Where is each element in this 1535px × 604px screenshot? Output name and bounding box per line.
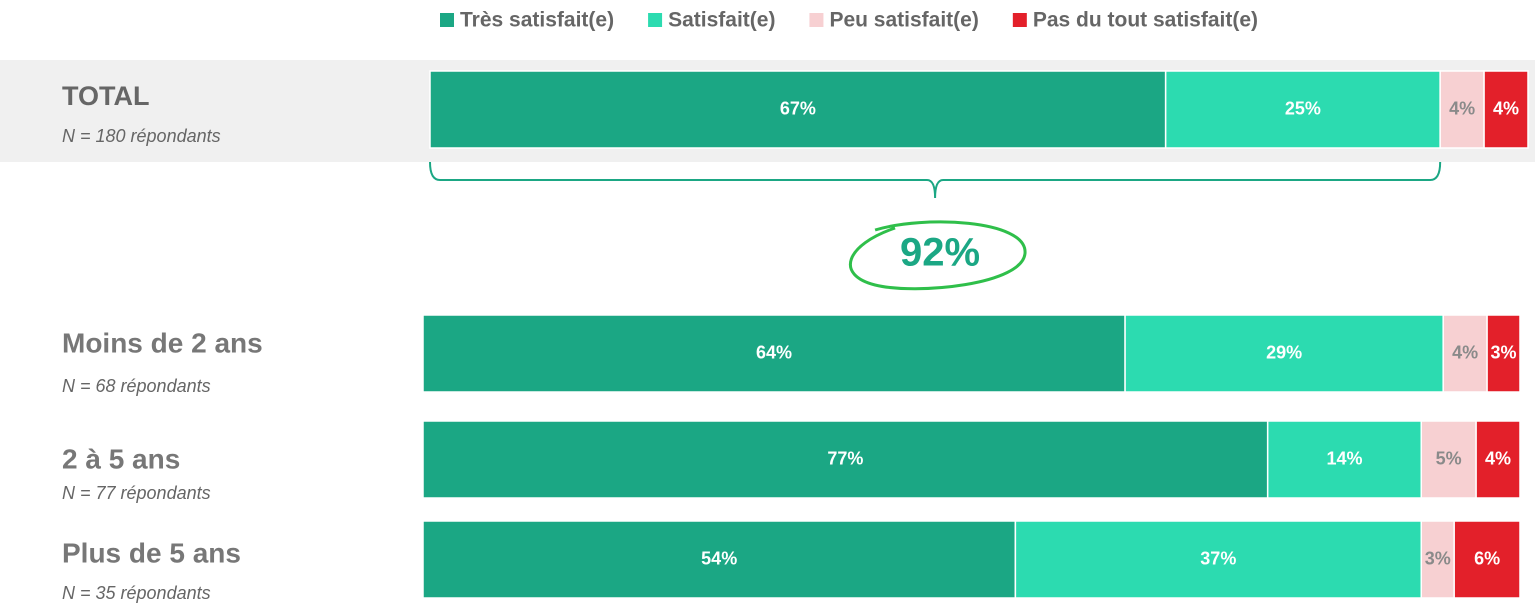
bar-segment (422, 520, 1017, 599)
bar-segment (1124, 314, 1444, 393)
bar-segment (1164, 70, 1441, 149)
legend-swatch (648, 13, 663, 27)
value-label: 4% (1485, 448, 1511, 468)
bar-segment (422, 314, 1126, 393)
bar-segment (1266, 420, 1423, 499)
category-note: N = 180 répondants (62, 126, 221, 146)
value-label: 54% (701, 548, 737, 568)
legend-label: Peu satisfait(e) (829, 9, 978, 32)
value-label: 5% (1436, 448, 1462, 468)
value-label: 3% (1491, 342, 1517, 362)
legend-swatch (440, 13, 454, 27)
bar-segment (1014, 520, 1423, 599)
value-label: 4% (1452, 342, 1478, 362)
value-label: 29% (1266, 342, 1302, 362)
category-label: Plus de 5 ans (62, 537, 241, 568)
value-label: 6% (1474, 548, 1500, 568)
category-label: TOTAL (62, 81, 150, 111)
value-label: 14% (1326, 448, 1362, 468)
legend-label: Très satisfait(e) (460, 9, 614, 32)
bar-segment (1420, 520, 1455, 599)
category-note: N = 35 répondants (62, 583, 211, 603)
bar-segment (1483, 70, 1529, 149)
brace (429, 161, 1442, 199)
legend-label: Pas du tout satisfait(e) (1033, 9, 1258, 32)
legend-label: Satisfait(e) (668, 9, 775, 32)
bar-segment (429, 70, 1167, 149)
bar-segment (422, 420, 1269, 499)
bar-segment (1453, 520, 1521, 599)
bar-segment (1486, 314, 1521, 393)
value-label: 3% (1425, 548, 1451, 568)
value-label: 77% (827, 448, 863, 468)
annotation-ellipse (848, 220, 1027, 291)
bar-segment (1475, 420, 1521, 499)
category-note: N = 77 répondants (62, 483, 211, 503)
value-label: 25% (1285, 98, 1321, 118)
value-label: 67% (780, 98, 816, 118)
value-label: 4% (1449, 98, 1475, 118)
annotation: 92% (900, 231, 980, 275)
value-label: 64% (756, 342, 792, 362)
category-label: Moins de 2 ans (62, 327, 263, 358)
category-note: N = 68 répondants (62, 376, 211, 396)
bar-segment (1420, 420, 1477, 499)
value-label: 37% (1200, 548, 1236, 568)
legend-swatch (1012, 13, 1027, 27)
bar-segment (1439, 70, 1485, 149)
category-label: 2 à 5 ans (62, 443, 180, 474)
legend-swatch (809, 13, 824, 27)
value-label: 4% (1493, 98, 1519, 118)
